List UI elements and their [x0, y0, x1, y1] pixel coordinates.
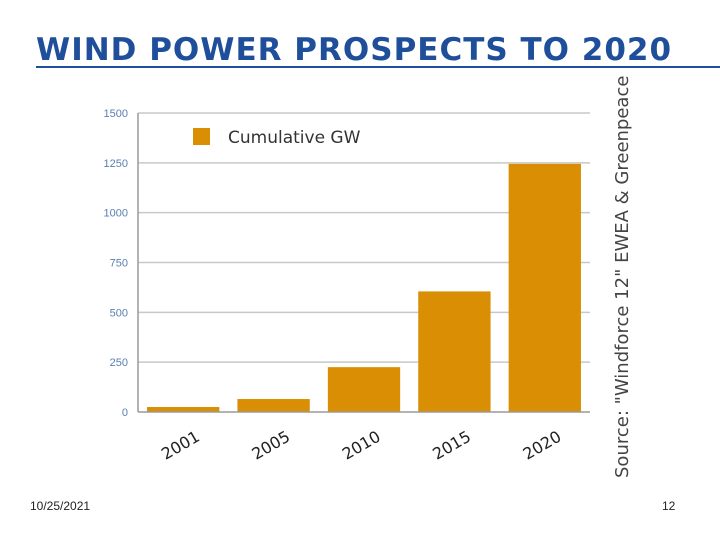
x-tick-label: 2015: [429, 427, 474, 464]
bar-2001: [147, 407, 220, 412]
slide-title: WIND POWER PROSPECTS TO 2020: [36, 32, 673, 68]
legend-label: Cumulative GW: [228, 128, 361, 148]
bar-2010: [327, 367, 401, 412]
y-tick-label: 1250: [104, 158, 128, 170]
footer-date: 10/25/2021: [30, 499, 91, 513]
y-tick-label: 1000: [104, 208, 128, 220]
bar-2020: [508, 163, 581, 412]
bar-2005: [237, 399, 310, 412]
x-tick-label: 2010: [339, 427, 384, 464]
source-citation: Source: "Windforce 12" EWEA & Greenpeace: [612, 75, 633, 478]
title-underline: [36, 66, 720, 68]
y-tick-label: 250: [110, 357, 128, 369]
chart-bars: [147, 163, 581, 412]
chart-legend: Cumulative GW: [193, 128, 361, 148]
y-tick-label: 750: [110, 258, 128, 270]
x-tick-label: 2005: [248, 427, 293, 464]
y-tick-label: 0: [122, 407, 128, 419]
y-tick-label: 500: [110, 307, 128, 319]
legend-swatch: [193, 128, 210, 145]
bar-2015: [418, 291, 491, 412]
x-tick-label: 2001: [158, 427, 203, 464]
y-tick-label: 1500: [104, 108, 128, 120]
x-tick-label: 2020: [520, 427, 565, 464]
page-number: 12: [662, 499, 676, 513]
